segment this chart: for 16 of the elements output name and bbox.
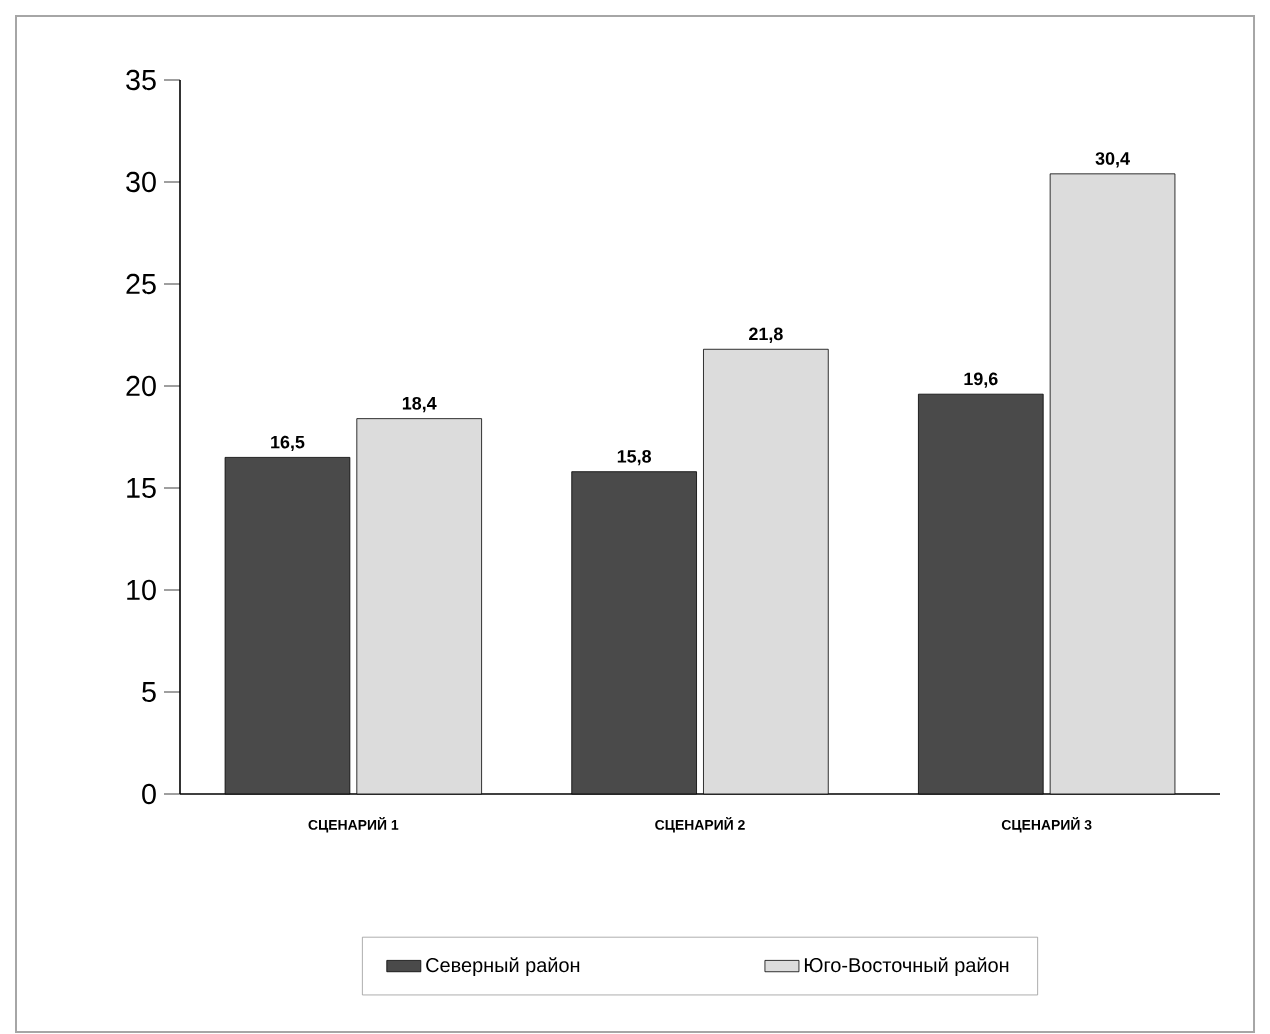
legend-label: Северный район <box>426 957 580 977</box>
y-tick-label: 0 <box>142 783 156 805</box>
data-label: 21,8 <box>749 327 783 343</box>
y-tick-label: 15 <box>127 477 156 499</box>
legend-label: Юго-Восточный район <box>804 957 1009 977</box>
data-label: 15,8 <box>617 449 652 466</box>
data-label: 16,5 <box>271 435 305 451</box>
y-tick-label: 20 <box>126 375 156 397</box>
y-tick-label: 35 <box>126 69 156 91</box>
y-tick-label: 10 <box>127 579 156 601</box>
y-tick-label: 30 <box>126 171 156 193</box>
y-tick-label: 5 <box>142 681 156 703</box>
data-label: 19,6 <box>964 372 998 388</box>
data-label: 30,4 <box>1095 152 1130 168</box>
data-label: 18,4 <box>402 396 437 413</box>
y-tick-label: 25 <box>126 273 156 295</box>
